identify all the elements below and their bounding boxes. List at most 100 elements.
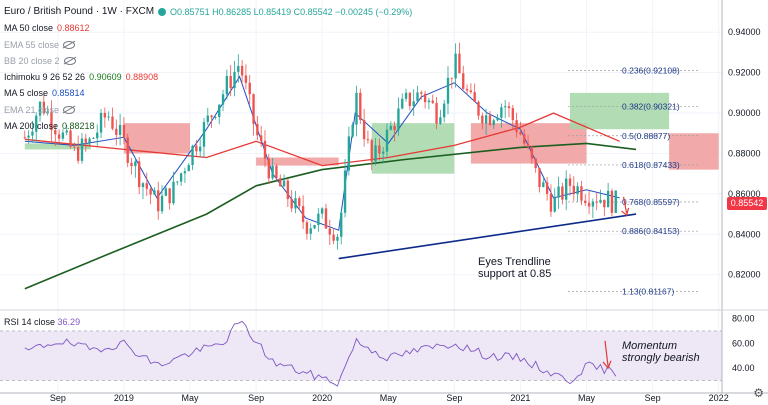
legend-row: EMA 21 close [4, 102, 412, 118]
candle-body [137, 161, 141, 188]
candle-body [420, 92, 423, 94]
candle-body [351, 124, 354, 137]
price-tick-label: 0.94000 [728, 27, 761, 37]
price-tick-label: 0.88000 [728, 148, 761, 158]
candle-body [488, 115, 492, 125]
rsi-line [24, 320, 617, 387]
candle-body [240, 65, 244, 76]
candle-body [370, 140, 373, 162]
candle-body [446, 77, 450, 104]
legend-value: 0.88612 [57, 23, 90, 34]
candle-body [191, 145, 194, 166]
cloud-segment [470, 123, 587, 164]
time-tick-label: Sep [248, 393, 264, 403]
candle-body [565, 178, 568, 200]
fib-label: 0.382(0.90321) [622, 102, 680, 112]
candle-body [427, 100, 431, 103]
price-tick-label: 0.84000 [728, 229, 761, 239]
ichimoku-cloud [24, 92, 719, 174]
candle-body [366, 139, 370, 141]
legend-label: EMA 55 close [4, 39, 60, 50]
moving-averages [24, 75, 637, 290]
time-tick-label: May [181, 393, 199, 403]
candle-body [374, 145, 377, 162]
candle-body [362, 120, 366, 140]
candle-body [99, 112, 103, 133]
candle-body [343, 170, 347, 213]
candle-body [381, 151, 385, 154]
candle-body [218, 104, 221, 117]
candle-body [210, 115, 213, 118]
candle-body [225, 76, 229, 95]
candle-body [576, 186, 579, 195]
candle-body [359, 92, 362, 121]
rsi-arrow-shaft [604, 340, 609, 366]
time-tick-label: 2020 [312, 393, 332, 403]
candle-body [221, 94, 225, 105]
candle-body [145, 183, 148, 189]
candle-body [279, 178, 282, 187]
cloud-segment [123, 123, 190, 154]
candle-body [549, 193, 553, 212]
time-tick-label: May [578, 393, 596, 403]
candle-body [484, 115, 488, 124]
candle-body [286, 180, 290, 200]
rsi-pane: 40.00 60.00 80.00 [0, 313, 755, 387]
symbol-title: Euro / British Pound · 1W · FXCM [4, 6, 155, 17]
candle-body [397, 108, 400, 131]
candle-body [229, 76, 232, 89]
eye-hidden-icon[interactable] [63, 105, 76, 114]
candle-body [80, 138, 84, 161]
current-price-tag: 0.85542 [727, 196, 767, 210]
candle-body [435, 102, 438, 124]
candle-body [584, 200, 587, 204]
eye-hidden-icon[interactable] [63, 40, 76, 49]
candle-body [73, 146, 76, 148]
candle-body [317, 213, 320, 226]
candle-body [523, 134, 526, 144]
candle-body [84, 138, 87, 143]
candle-body [553, 197, 556, 212]
rsi-annotation-line1: Momentum [622, 340, 678, 352]
trendline-annotation-line2: support at 0.85 [478, 268, 552, 280]
candle-body [57, 134, 61, 139]
candle-body [198, 146, 202, 152]
candle-body [252, 94, 255, 124]
rsi-tick-label: 80.00 [732, 313, 755, 323]
time-tick-label: Sep [645, 393, 661, 403]
candle-body [305, 222, 309, 234]
legend-row: BB 20 close 2 [4, 53, 412, 69]
eye-hidden-icon[interactable] [63, 57, 76, 66]
candle-body [328, 228, 331, 235]
candle-body [324, 208, 328, 229]
cloud-segment [256, 157, 339, 166]
candle-body [526, 143, 530, 147]
price-tick-label: 0.90000 [728, 108, 761, 118]
candle-body [599, 199, 602, 203]
candle-body [404, 92, 408, 99]
gear-icon[interactable]: ⚙ [753, 386, 764, 400]
candle-body [42, 101, 46, 114]
candle-body [572, 185, 575, 195]
candle-body [65, 130, 68, 133]
candle-body [355, 92, 358, 125]
legend-label: MA 200 close [4, 121, 59, 132]
fib-label: 1.13(0.81167) [622, 287, 674, 297]
support-trendline [338, 213, 637, 260]
fib-label: 0.618(0.87433) [622, 160, 680, 170]
candle-body [31, 131, 34, 136]
candle-body [511, 108, 514, 121]
rsi-band [0, 330, 722, 381]
rsi-arrow-head [602, 360, 612, 370]
candle-body [301, 206, 305, 223]
candle-body [500, 107, 503, 118]
candle-body [492, 120, 495, 125]
trendline-annotation: Eyes Trendline support at 0.85 [478, 256, 551, 280]
candle-body [545, 182, 549, 194]
candle-body [202, 122, 206, 147]
candle-body [130, 162, 133, 167]
candle-body [76, 146, 80, 161]
rsi-annotation-line2: strongly bearish [622, 352, 700, 364]
candle-body [385, 129, 389, 152]
